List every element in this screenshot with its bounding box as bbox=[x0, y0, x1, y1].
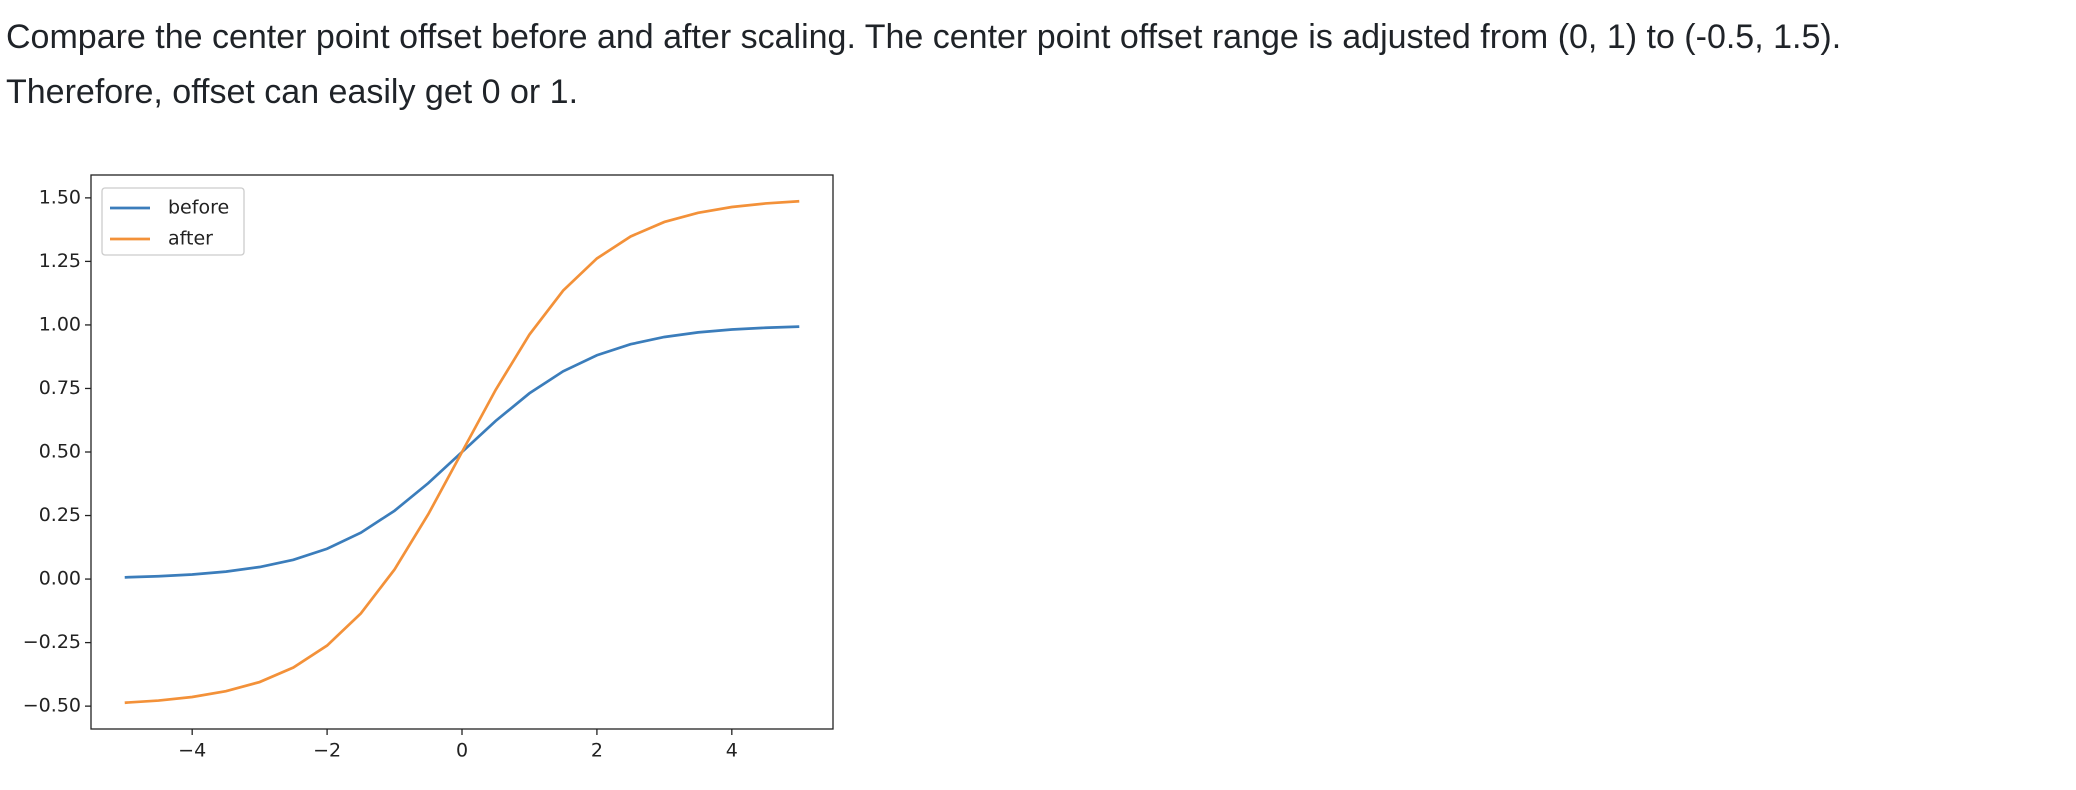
y-tick-label: 0.00 bbox=[39, 568, 81, 590]
y-tick-label: 1.00 bbox=[39, 313, 81, 335]
x-tick-label: −2 bbox=[313, 740, 341, 762]
x-tick-label: 0 bbox=[456, 740, 468, 762]
x-tick-label: 2 bbox=[591, 740, 603, 762]
y-tick-label: 1.50 bbox=[39, 186, 81, 208]
y-tick-label: 0.50 bbox=[39, 441, 81, 463]
y-tick-label: 0.75 bbox=[39, 377, 81, 399]
text-line: Compare the center point offset before a… bbox=[6, 18, 1842, 56]
plot-frame bbox=[90, 174, 834, 730]
y-tick-label: −0.25 bbox=[23, 631, 81, 653]
y-tick-label: 0.25 bbox=[39, 504, 81, 526]
x-tick-label: 4 bbox=[726, 740, 738, 762]
line-series bbox=[124, 199, 800, 705]
legend-label: before bbox=[168, 197, 229, 219]
text-line: Therefore, offset can easily get 0 or 1. bbox=[6, 73, 579, 111]
y-tick-label: 1.25 bbox=[39, 250, 81, 272]
x-tick-label: −4 bbox=[178, 740, 206, 762]
paragraph: Compare the center point offset before a… bbox=[6, 10, 1841, 120]
legend-label: after bbox=[168, 228, 213, 250]
y-tick-label: −0.50 bbox=[23, 695, 81, 717]
